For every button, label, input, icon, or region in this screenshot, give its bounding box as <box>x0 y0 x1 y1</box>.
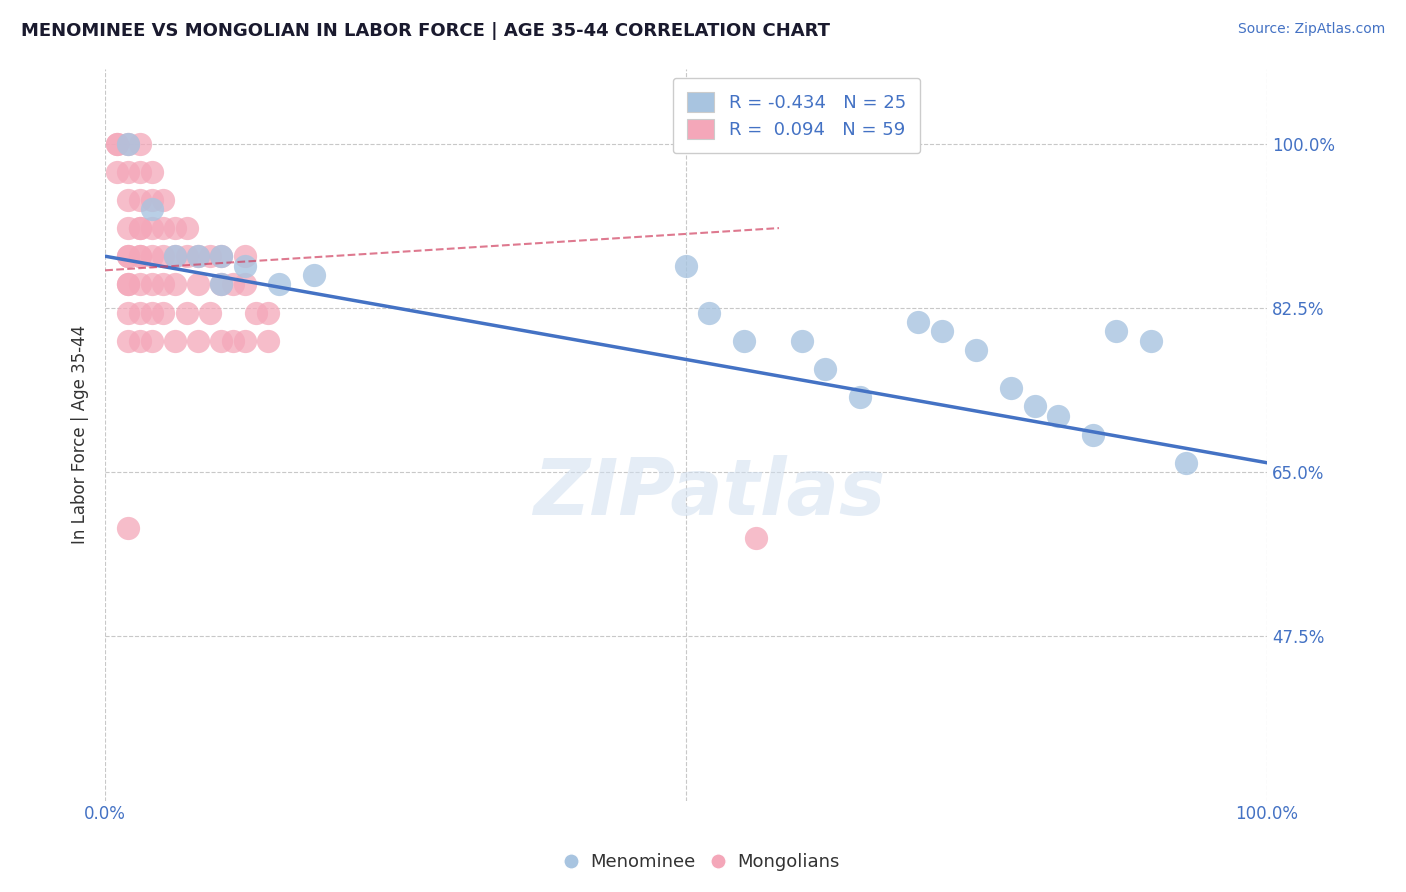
Point <box>257 305 280 319</box>
Point <box>141 165 163 179</box>
Point <box>176 249 198 263</box>
Text: Source: ZipAtlas.com: Source: ZipAtlas.com <box>1237 22 1385 37</box>
Point <box>163 334 186 348</box>
Point <box>222 277 245 292</box>
Point <box>129 221 152 235</box>
Point <box>233 259 256 273</box>
Point <box>129 249 152 263</box>
Point <box>117 277 139 292</box>
Point <box>105 165 128 179</box>
Point <box>1139 334 1161 348</box>
Point <box>187 249 209 263</box>
Point <box>931 324 953 338</box>
Legend: Menominee, Mongolians: Menominee, Mongolians <box>560 847 846 879</box>
Point <box>849 390 872 404</box>
Text: ZIPatlas: ZIPatlas <box>533 455 886 531</box>
Y-axis label: In Labor Force | Age 35-44: In Labor Force | Age 35-44 <box>72 325 89 544</box>
Point <box>233 334 256 348</box>
Point <box>1000 381 1022 395</box>
Point <box>209 277 232 292</box>
Point <box>117 165 139 179</box>
Point <box>129 165 152 179</box>
Point <box>176 221 198 235</box>
Point <box>129 249 152 263</box>
Text: MENOMINEE VS MONGOLIAN IN LABOR FORCE | AGE 35-44 CORRELATION CHART: MENOMINEE VS MONGOLIAN IN LABOR FORCE | … <box>21 22 830 40</box>
Point <box>129 334 152 348</box>
Point <box>233 277 256 292</box>
Point <box>129 193 152 207</box>
Point <box>209 277 232 292</box>
Point <box>176 305 198 319</box>
Point <box>117 221 139 235</box>
Point <box>198 249 221 263</box>
Point <box>675 259 697 273</box>
Point <box>733 334 755 348</box>
Point <box>117 334 139 348</box>
Point <box>141 277 163 292</box>
Point <box>129 136 152 151</box>
Point <box>129 221 152 235</box>
Point <box>129 277 152 292</box>
Point <box>245 305 267 319</box>
Point <box>198 305 221 319</box>
Point <box>209 249 232 263</box>
Point <box>187 277 209 292</box>
Point <box>233 249 256 263</box>
Point <box>792 334 814 348</box>
Point <box>152 221 174 235</box>
Point <box>117 193 139 207</box>
Point <box>141 221 163 235</box>
Point <box>117 277 139 292</box>
Point <box>209 249 232 263</box>
Point <box>304 268 326 282</box>
Point <box>141 305 163 319</box>
Point <box>187 334 209 348</box>
Point <box>1024 400 1046 414</box>
Point <box>1046 409 1069 423</box>
Point <box>117 136 139 151</box>
Point <box>117 521 139 535</box>
Point <box>257 334 280 348</box>
Point <box>141 334 163 348</box>
Point <box>697 305 720 319</box>
Point <box>141 193 163 207</box>
Point <box>163 277 186 292</box>
Point <box>117 305 139 319</box>
Point <box>117 249 139 263</box>
Legend: R = -0.434   N = 25, R =  0.094   N = 59: R = -0.434 N = 25, R = 0.094 N = 59 <box>672 78 921 153</box>
Point <box>814 362 837 376</box>
Point <box>966 343 988 357</box>
Point <box>163 221 186 235</box>
Point <box>105 136 128 151</box>
Point <box>117 249 139 263</box>
Point <box>1174 456 1197 470</box>
Point <box>269 277 291 292</box>
Point <box>117 136 139 151</box>
Point <box>745 531 768 545</box>
Point <box>163 249 186 263</box>
Point <box>141 249 163 263</box>
Point <box>152 193 174 207</box>
Point <box>1105 324 1128 338</box>
Point <box>163 249 186 263</box>
Point <box>152 305 174 319</box>
Point <box>152 249 174 263</box>
Point <box>907 315 929 329</box>
Point <box>222 334 245 348</box>
Point <box>152 277 174 292</box>
Point <box>141 202 163 217</box>
Point <box>209 334 232 348</box>
Point <box>1081 427 1104 442</box>
Point <box>187 249 209 263</box>
Point <box>129 305 152 319</box>
Point <box>105 136 128 151</box>
